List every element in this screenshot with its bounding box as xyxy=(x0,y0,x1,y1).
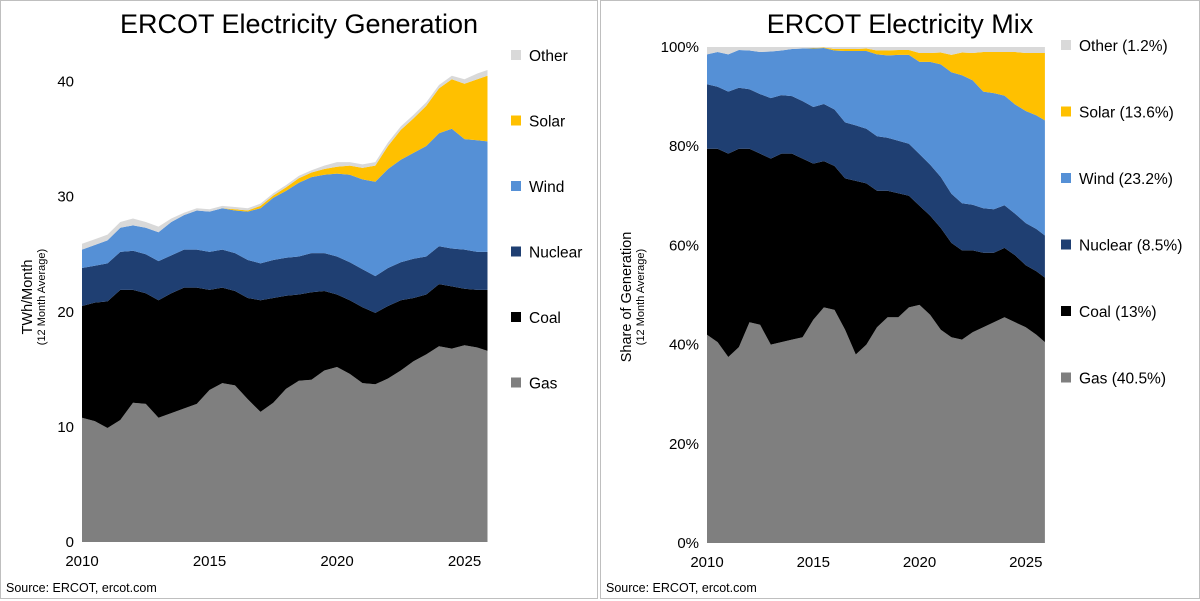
y-tick-label: 20% xyxy=(669,436,699,453)
legend-swatch-gas xyxy=(1061,372,1071,383)
legend-label-other: Other (1.2%) xyxy=(1079,38,1168,55)
legend-label-other: Other xyxy=(529,48,568,65)
area-series-wind xyxy=(82,128,488,277)
legend-label-gas: Gas xyxy=(529,376,558,393)
y-tick-label: 80% xyxy=(669,138,699,155)
legend-swatch-wind xyxy=(1061,173,1071,183)
y-tick-label: 60% xyxy=(669,237,699,254)
legend-label-gas: Gas (40.5%) xyxy=(1079,371,1166,388)
y-tick-label: 0 xyxy=(66,534,74,551)
x-tick-label: 2010 xyxy=(690,554,723,571)
x-tick-label: 2015 xyxy=(797,554,830,571)
legend-swatch-nuclear xyxy=(1061,239,1071,250)
x-tick-label: 2020 xyxy=(320,553,353,570)
y-tick-label: 40 xyxy=(57,74,74,91)
area-series-gas xyxy=(82,345,488,542)
generation-chart-plot: 0 10 20 30 40 2010 2015 2020 2025 Other Solar Wind N… xyxy=(57,48,582,570)
y-tick-label: 20 xyxy=(57,304,74,321)
generation-chart-panel: ERCOT Electricity Generation TWh/Month (… xyxy=(0,0,598,599)
mix-chart-panel: ERCOT Electricity Mix Share of Generatio… xyxy=(600,0,1200,599)
legend-swatch-coal xyxy=(1061,306,1071,316)
x-tick-label: 2025 xyxy=(1009,554,1042,571)
area-series-solar xyxy=(707,47,1045,121)
legend-label-solar: Solar (13.6%) xyxy=(1079,105,1174,122)
area-series-wind xyxy=(707,48,1045,236)
x-tick-label: 2015 xyxy=(193,553,226,570)
legend-swatch-other xyxy=(1061,40,1071,50)
legend-swatch-solar xyxy=(511,115,521,126)
legend-swatch-coal xyxy=(511,312,521,322)
legend-label-wind: Wind xyxy=(529,179,564,196)
y-tick-label: 40% xyxy=(669,337,699,354)
area-series-solar xyxy=(82,75,488,250)
legend-swatch-nuclear xyxy=(511,246,521,257)
chart-title: ERCOT Electricity Generation xyxy=(119,9,479,39)
legend-label-nuclear: Nuclear (8.5%) xyxy=(1079,238,1182,255)
legend-swatch-gas xyxy=(511,377,521,388)
y-tick-label: 10 xyxy=(57,419,74,436)
area-series-nuclear xyxy=(707,84,1045,278)
legend-label-coal: Coal (13%) xyxy=(1079,304,1157,321)
y-tick-label: 0% xyxy=(677,535,699,552)
legend-swatch-solar xyxy=(1061,106,1071,117)
chart-title: ERCOT Electricity Mix xyxy=(766,9,1034,39)
x-tick-label: 2020 xyxy=(903,554,936,571)
source-note: Source: ERCOT, ercot.com xyxy=(606,581,757,595)
legend-label-wind: Wind (23.2%) xyxy=(1079,171,1173,188)
x-tick-label: 2025 xyxy=(448,553,481,570)
y-tick-label: 100% xyxy=(661,39,699,56)
source-note: Source: ERCOT, ercot.com xyxy=(6,581,157,595)
area-series-gas xyxy=(707,304,1045,543)
legend-swatch-other xyxy=(511,50,521,60)
legend-label-solar: Solar xyxy=(529,114,565,131)
area-series-other xyxy=(707,47,1045,55)
legend-label-coal: Coal xyxy=(529,310,561,327)
mix-chart-plot: 0% 20% 40% 60% 80% 100% 2010 2015 2020 2025 Other … xyxy=(661,38,1183,571)
area-series-coal xyxy=(707,148,1045,357)
y-tick-label: 30 xyxy=(57,189,74,206)
legend-label-nuclear: Nuclear xyxy=(529,245,582,262)
area-series-nuclear xyxy=(82,246,488,313)
area-series-coal xyxy=(82,284,488,428)
legend-swatch-wind xyxy=(511,181,521,191)
x-tick-label: 2010 xyxy=(65,553,98,570)
